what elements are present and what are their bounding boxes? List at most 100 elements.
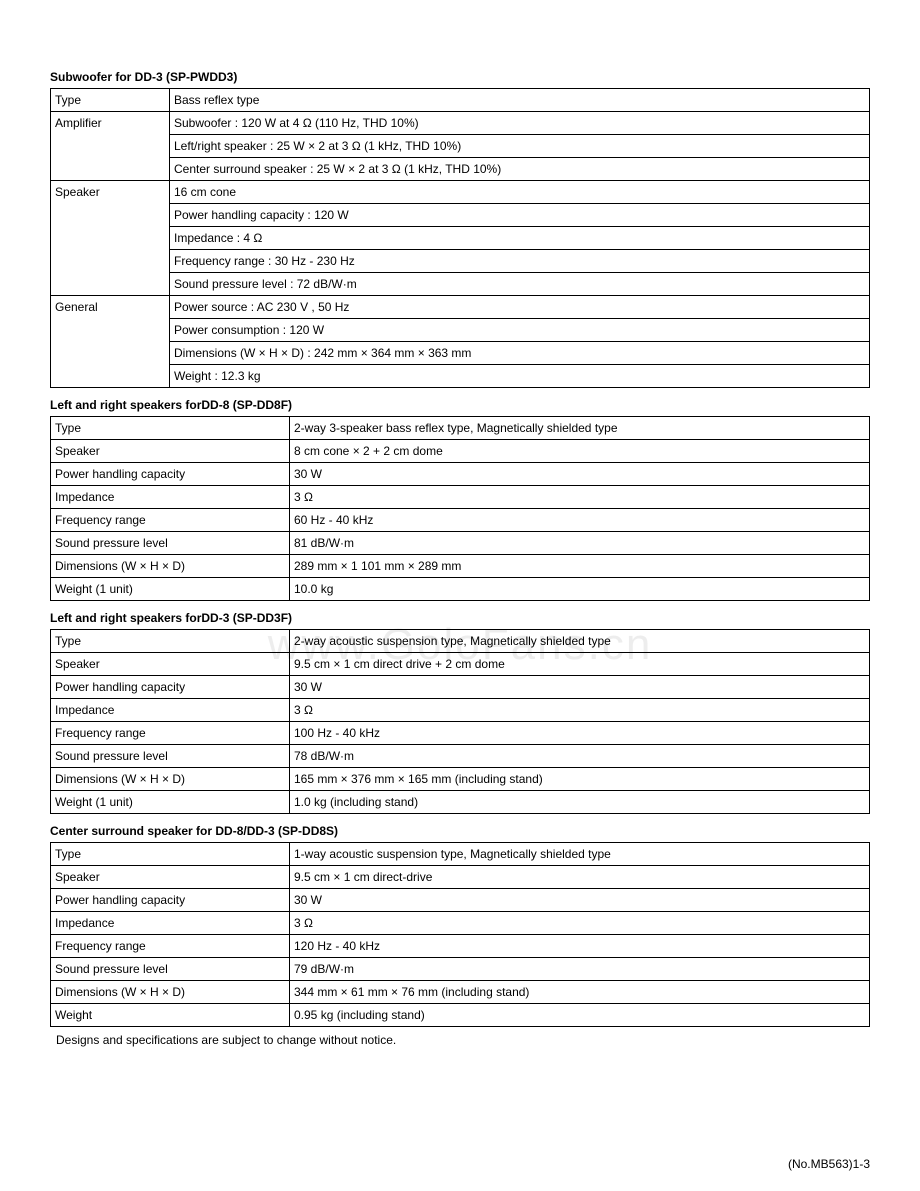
page-number: (No.MB563)1-3 [788, 1157, 870, 1171]
spec-value: 165 mm × 376 mm × 165 mm (including stan… [290, 768, 870, 791]
spec-label: Speaker [51, 181, 170, 296]
table-row: Frequency range : 30 Hz - 230 Hz [51, 250, 870, 273]
spec-value: Weight : 12.3 kg [170, 365, 870, 388]
spec-value: Frequency range : 30 Hz - 230 Hz [170, 250, 870, 273]
table-row: Sound pressure level79 dB/W·m [51, 958, 870, 981]
spec-value: 30 W [290, 889, 870, 912]
table-row: Dimensions (W × H × D)344 mm × 61 mm × 7… [51, 981, 870, 1004]
table-row: Power handling capacity30 W [51, 463, 870, 486]
table-row: Type2-way 3-speaker bass reflex type, Ma… [51, 417, 870, 440]
table-row: Speaker16 cm cone [51, 181, 870, 204]
table-row: TypeBass reflex type [51, 89, 870, 112]
spec-value: 10.0 kg [290, 578, 870, 601]
spec-value: 60 Hz - 40 kHz [290, 509, 870, 532]
table-row: Power handling capacity30 W [51, 889, 870, 912]
spec-value: Power handling capacity : 120 W [170, 204, 870, 227]
spec-label: Dimensions (W × H × D) [51, 981, 290, 1004]
spec-label: Power handling capacity [51, 889, 290, 912]
spec-value: 9.5 cm × 1 cm direct drive + 2 cm dome [290, 653, 870, 676]
spec-label: Weight [51, 1004, 290, 1027]
table-row: Frequency range120 Hz - 40 kHz [51, 935, 870, 958]
spec-value: 120 Hz - 40 kHz [290, 935, 870, 958]
spec-value: Impedance : 4 Ω [170, 227, 870, 250]
spec-value: 289 mm × 1 101 mm × 289 mm [290, 555, 870, 578]
spec-table: TypeBass reflex typeAmplifierSubwoofer :… [50, 88, 870, 388]
table-row: Center surround speaker : 25 W × 2 at 3 … [51, 158, 870, 181]
table-row: Type1-way acoustic suspension type, Magn… [51, 843, 870, 866]
spec-label: Weight (1 unit) [51, 791, 290, 814]
spec-label: Weight (1 unit) [51, 578, 290, 601]
spec-label: Frequency range [51, 509, 290, 532]
spec-value: Power source : AC 230 V , 50 Hz [170, 296, 870, 319]
spec-table: Type2-way acoustic suspension type, Magn… [50, 629, 870, 814]
table-row: Weight (1 unit)10.0 kg [51, 578, 870, 601]
spec-value: 0.95 kg (including stand) [290, 1004, 870, 1027]
table-row: GeneralPower source : AC 230 V , 50 Hz [51, 296, 870, 319]
table-row: Frequency range60 Hz - 40 kHz [51, 509, 870, 532]
spec-label: Sound pressure level [51, 958, 290, 981]
spec-label: Speaker [51, 653, 290, 676]
spec-value: 344 mm × 61 mm × 76 mm (including stand) [290, 981, 870, 1004]
spec-label: Sound pressure level [51, 532, 290, 555]
spec-value: 9.5 cm × 1 cm direct-drive [290, 866, 870, 889]
section-title: Subwoofer for DD-3 (SP-PWDD3) [50, 70, 870, 84]
table-row: Type2-way acoustic suspension type, Magn… [51, 630, 870, 653]
spec-label: General [51, 296, 170, 388]
spec-label: Impedance [51, 912, 290, 935]
spec-label: Speaker [51, 866, 290, 889]
spec-label: Type [51, 843, 290, 866]
table-row: Sound pressure level : 72 dB/W·m [51, 273, 870, 296]
table-row: Impedance : 4 Ω [51, 227, 870, 250]
section-title: Left and right speakers forDD-3 (SP-DD3F… [50, 611, 870, 625]
spec-label: Type [51, 89, 170, 112]
table-row: Weight (1 unit)1.0 kg (including stand) [51, 791, 870, 814]
spec-label: Speaker [51, 440, 290, 463]
spec-label: Impedance [51, 699, 290, 722]
spec-value: 30 W [290, 463, 870, 486]
table-row: Sound pressure level81 dB/W·m [51, 532, 870, 555]
table-row: Left/right speaker : 25 W × 2 at 3 Ω (1 … [51, 135, 870, 158]
spec-value: Center surround speaker : 25 W × 2 at 3 … [170, 158, 870, 181]
table-row: Weight0.95 kg (including stand) [51, 1004, 870, 1027]
table-row: Dimensions (W × H × D)165 mm × 376 mm × … [51, 768, 870, 791]
spec-label: Impedance [51, 486, 290, 509]
spec-label: Sound pressure level [51, 745, 290, 768]
spec-label: Frequency range [51, 935, 290, 958]
spec-label: Dimensions (W × H × D) [51, 768, 290, 791]
spec-value: 2-way 3-speaker bass reflex type, Magnet… [290, 417, 870, 440]
spec-label: Type [51, 417, 290, 440]
spec-value: 100 Hz - 40 kHz [290, 722, 870, 745]
spec-value: Dimensions (W × H × D) : 242 mm × 364 mm… [170, 342, 870, 365]
table-row: Power handling capacity : 120 W [51, 204, 870, 227]
spec-label: Power handling capacity [51, 463, 290, 486]
spec-label: Amplifier [51, 112, 170, 181]
spec-value: 1.0 kg (including stand) [290, 791, 870, 814]
spec-table: Type1-way acoustic suspension type, Magn… [50, 842, 870, 1027]
table-row: AmplifierSubwoofer : 120 W at 4 Ω (110 H… [51, 112, 870, 135]
spec-value: 16 cm cone [170, 181, 870, 204]
spec-label: Power handling capacity [51, 676, 290, 699]
spec-value: 81 dB/W·m [290, 532, 870, 555]
spec-value: 78 dB/W·m [290, 745, 870, 768]
spec-value: Subwoofer : 120 W at 4 Ω (110 Hz, THD 10… [170, 112, 870, 135]
spec-label: Frequency range [51, 722, 290, 745]
spec-value: 30 W [290, 676, 870, 699]
spec-value: 3 Ω [290, 912, 870, 935]
table-row: Speaker9.5 cm × 1 cm direct drive + 2 cm… [51, 653, 870, 676]
spec-value: 2-way acoustic suspension type, Magnetic… [290, 630, 870, 653]
spec-value: Bass reflex type [170, 89, 870, 112]
spec-value: Left/right speaker : 25 W × 2 at 3 Ω (1 … [170, 135, 870, 158]
section-title: Left and right speakers forDD-8 (SP-DD8F… [50, 398, 870, 412]
spec-value: 8 cm cone × 2 + 2 cm dome [290, 440, 870, 463]
table-row: Speaker8 cm cone × 2 + 2 cm dome [51, 440, 870, 463]
table-row: Power consumption : 120 W [51, 319, 870, 342]
table-row: Impedance3 Ω [51, 699, 870, 722]
spec-label: Dimensions (W × H × D) [51, 555, 290, 578]
spec-value: Sound pressure level : 72 dB/W·m [170, 273, 870, 296]
spec-value: 79 dB/W·m [290, 958, 870, 981]
table-row: Impedance3 Ω [51, 486, 870, 509]
section-title: Center surround speaker for DD-8/DD-3 (S… [50, 824, 870, 838]
table-row: Dimensions (W × H × D)289 mm × 1 101 mm … [51, 555, 870, 578]
table-row: Frequency range100 Hz - 40 kHz [51, 722, 870, 745]
footer-note: Designs and specifications are subject t… [50, 1033, 870, 1047]
